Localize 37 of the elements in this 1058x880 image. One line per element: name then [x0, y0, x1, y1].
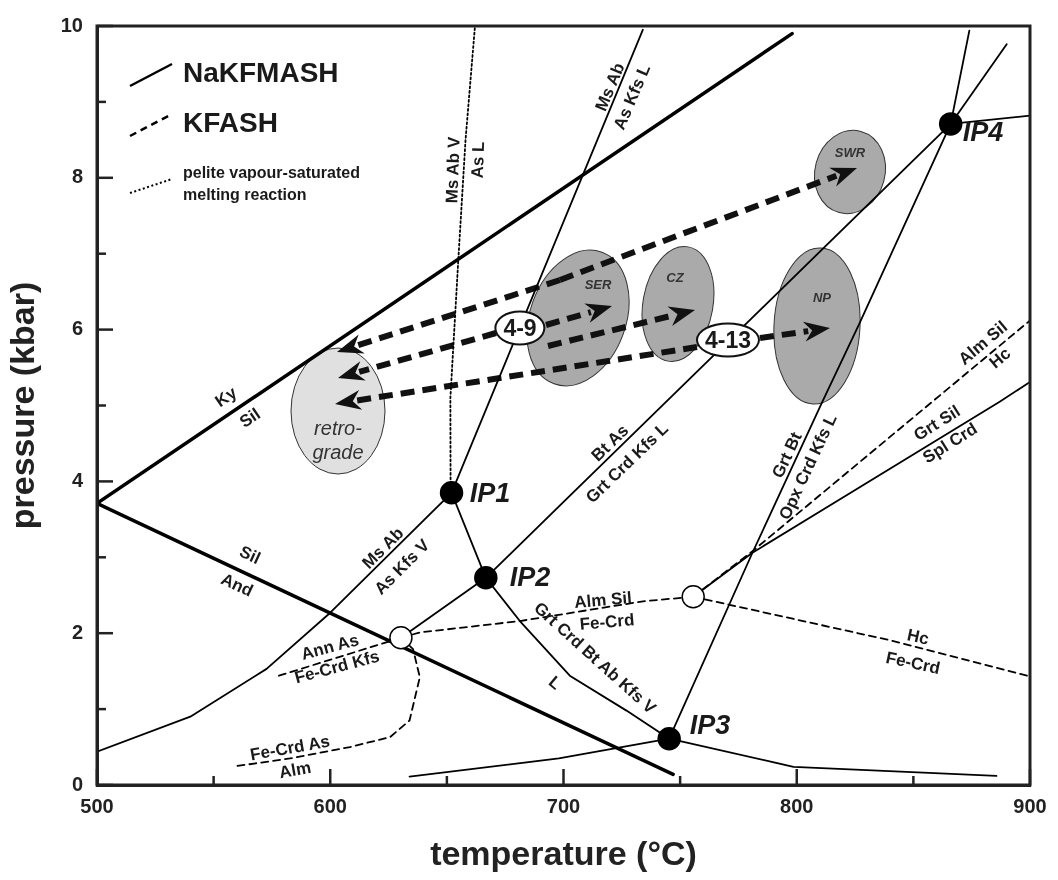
annotation: SER: [584, 276, 612, 292]
annotation: 4-13: [695, 322, 761, 358]
y-tick-label: 6: [71, 317, 83, 340]
x-axis-title: temperature (°C): [430, 833, 697, 872]
legend-label: pelite vapour-saturated melting reaction: [183, 164, 360, 204]
x-tick-label: 700: [546, 794, 581, 817]
annotation: 4-9: [494, 310, 546, 346]
legend-label: KFASH: [183, 106, 278, 138]
x-tick-label: 900: [1013, 794, 1047, 817]
annotation: retro-: [314, 417, 362, 439]
annotation: And: [218, 569, 256, 601]
annotation: IP4: [962, 116, 1004, 147]
annotation: Sil: [236, 542, 264, 568]
x-tick-label: 500: [80, 794, 114, 817]
annotation: SWR: [834, 144, 866, 160]
x-tick-label: 600: [313, 794, 347, 817]
y-tick-label: 4: [71, 468, 84, 491]
annotation: IP2: [509, 561, 551, 592]
y-tick-label: 2: [71, 620, 83, 643]
y-tick-label: 8: [71, 165, 83, 188]
annotation: IP1: [469, 477, 511, 508]
annotation: CZ: [666, 269, 684, 285]
annotation: Alm Sil: [573, 588, 633, 612]
annotation: Ms Ab V: [442, 136, 464, 204]
annotation: IP3: [689, 709, 731, 740]
y-axis-title: pressure (kbar): [2, 281, 41, 530]
annotation: NP: [812, 289, 832, 305]
legend-label: NaKFMASH: [183, 56, 339, 88]
annotation: Alm: [277, 757, 313, 783]
annotation: Fe-Crd: [884, 648, 942, 678]
y-tick-label: 0: [71, 772, 83, 795]
y-tick-label: 10: [60, 13, 83, 36]
x-tick-label: 800: [780, 794, 814, 817]
annotation: grade: [312, 441, 364, 463]
annotation: Hc: [905, 625, 931, 649]
annotation: L: [544, 672, 566, 694]
annotation: As L: [467, 141, 489, 179]
